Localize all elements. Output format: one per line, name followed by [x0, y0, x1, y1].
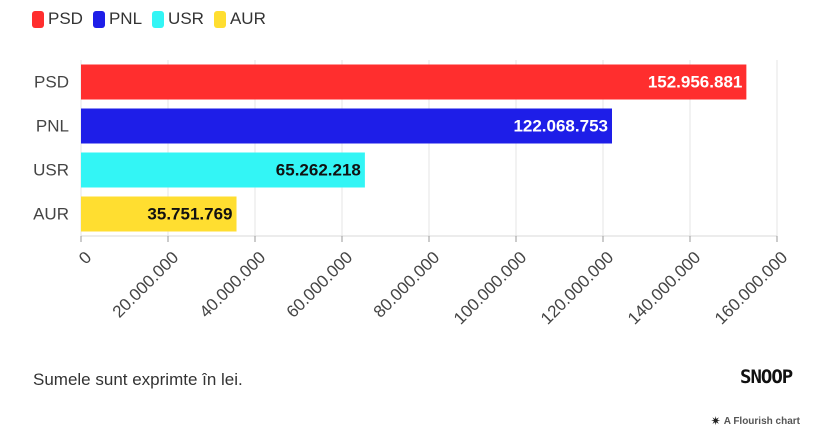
x-tick-label: 60.000.000 [283, 248, 357, 322]
legend-label: AUR [229, 9, 266, 28]
category-label: PNL [36, 117, 69, 136]
x-tick-label: 120.000.000 [537, 248, 617, 328]
category-label: USR [33, 161, 69, 180]
footer-note: Sumele sunt exprimte în lei. [33, 370, 243, 389]
flourish-asterisk-icon: ✷ [710, 414, 721, 428]
chart-legend: PSD PNL USR AUR [32, 9, 276, 29]
legend-swatch [152, 10, 165, 28]
value-label: 65.262.218 [276, 161, 361, 180]
category-label: AUR [33, 205, 69, 224]
flourish-credit[interactable]: ✷ A Flourish chart [711, 414, 800, 428]
legend-label: PSD [48, 9, 83, 28]
legend-label: USR [168, 9, 204, 28]
legend-swatch [32, 10, 44, 28]
legend-item-aur[interactable]: AUR [213, 9, 266, 29]
value-label: 122.068.753 [513, 117, 608, 136]
credit-text: A Flourish chart [723, 415, 800, 427]
x-tick-label: 160.000.000 [711, 248, 791, 328]
legend-swatch [213, 10, 226, 28]
bar-pnl [81, 108, 612, 144]
x-tick-label: 80.000.000 [370, 248, 444, 322]
bar-chart: 0 20.000.000 40.000.000 60.000.000 80.000.00… [33, 60, 791, 328]
brand-logo: SNOOP [740, 366, 793, 388]
bar-aur [81, 196, 237, 232]
x-tick-label: 140.000.000 [624, 248, 704, 328]
legend-item-psd[interactable]: PSD [32, 9, 83, 29]
legend-item-pnl[interactable]: PNL [92, 9, 143, 29]
x-tick-label: 0 [75, 248, 95, 268]
value-label: 152.956.881 [648, 73, 743, 92]
legend-label: PNL [108, 9, 143, 28]
bar-psd [81, 64, 747, 100]
legend-swatch [92, 10, 105, 28]
x-tick-label: 20.000.000 [109, 248, 183, 322]
value-label: 35.751.769 [147, 205, 232, 224]
bar-usr [81, 152, 365, 188]
legend-item-usr[interactable]: USR [152, 9, 204, 29]
x-tick-label: 40.000.000 [196, 248, 270, 322]
category-label: PSD [34, 73, 69, 92]
x-tick-label: 100.000.000 [450, 248, 530, 328]
